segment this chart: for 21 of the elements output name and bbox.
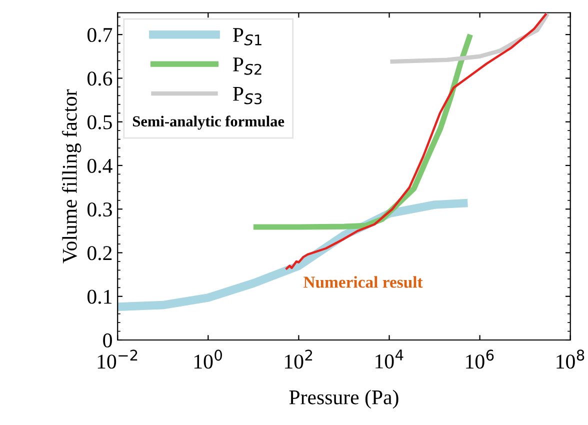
legend-label: P$_{S1}$ <box>233 28 262 46</box>
x-tick-label: 10$^{8}$ <box>556 350 584 369</box>
annotation: Numerical result <box>304 276 423 288</box>
y-tick-label: 0 <box>103 333 112 348</box>
x-tick-label: 10$^{0}$ <box>194 350 222 369</box>
legend-title: Semi-analytic formulae <box>132 116 284 130</box>
y-axis-title: Volume filling factor <box>62 89 82 264</box>
x-tick-label: 10$^{2}$ <box>285 350 312 369</box>
legend-label: P$_{S3}$ <box>233 87 262 104</box>
y-tick-label: 0.7 <box>87 28 112 42</box>
y-tick-label: 0.4 <box>87 158 112 173</box>
legend-label: P$_{S2}$ <box>233 58 262 75</box>
x-tick-label: 10$^{−2}$ <box>98 350 138 369</box>
x-axis-title: Pressure (Pa) <box>289 390 398 409</box>
y-tick-label: 0.6 <box>87 72 112 86</box>
y-tick-label: 0.3 <box>87 202 112 217</box>
y-tick-label: 0.5 <box>87 115 112 130</box>
y-tick-label: 0.2 <box>87 246 112 260</box>
x-tick-label: 10$^{4}$ <box>376 350 404 368</box>
x-tick-label: 10$^{6}$ <box>466 350 494 369</box>
y-tick-label: 0.1 <box>87 290 112 304</box>
